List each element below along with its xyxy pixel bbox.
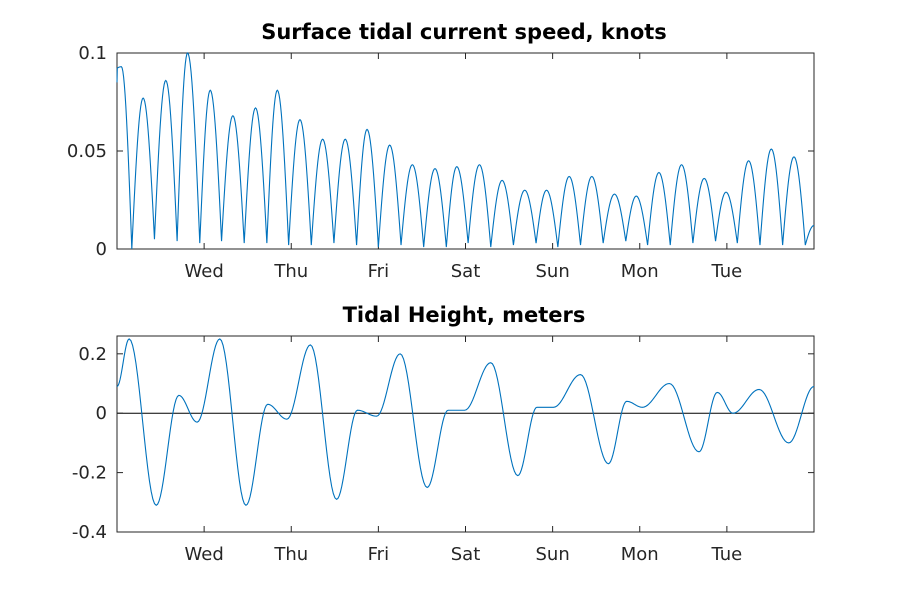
y-tick-label: -0.2	[72, 463, 107, 484]
x-tick-label: Tue	[711, 544, 743, 565]
x-tick-label: Sat	[451, 544, 481, 565]
current-speed-panel: Surface tidal current speed, knots Wed Th…	[67, 20, 815, 282]
y-tick-label: 0	[96, 403, 107, 424]
y-tick-label: 0	[96, 239, 107, 260]
current-speed-ticks: Wed Thu Fri Sat Sun Mon Tue 0 0.05 0.1	[67, 43, 814, 282]
x-tick-label: Fri	[368, 544, 389, 565]
x-tick-label: Wed	[185, 261, 224, 282]
y-tick-label: 0.2	[78, 344, 107, 365]
y-tick-label: -0.4	[72, 522, 107, 543]
x-tick-label: Sat	[451, 261, 481, 282]
x-tick-label: Thu	[273, 261, 308, 282]
x-tick-label: Thu	[273, 544, 308, 565]
tidal-height-axes	[116, 335, 815, 533]
x-tick-label: Mon	[621, 544, 659, 565]
y-tick-label: 0.1	[78, 43, 107, 64]
x-tick-label: Wed	[185, 544, 224, 565]
x-tick-label: Tue	[711, 261, 743, 282]
tidal-height-ticks: Wed Thu Fri Sat Sun Mon Tue -0.4 -0.2 0 0.2	[72, 336, 814, 565]
x-tick-label: Sun	[536, 544, 570, 565]
y-tick-label: 0.05	[67, 141, 107, 162]
x-tick-label: Mon	[621, 261, 659, 282]
tidal-height-title: Tidal Height, meters	[343, 303, 586, 327]
x-tick-label: Sun	[536, 261, 570, 282]
tidal-height-panel: Tidal Height, meters Wed Thu Fri Sat Sun Mon T…	[72, 303, 815, 565]
x-tick-label: Fri	[368, 261, 389, 282]
current-speed-title: Surface tidal current speed, knots	[261, 20, 667, 44]
tidal-height-series-line	[116, 338, 815, 506]
current-speed-series-line	[116, 52, 815, 250]
